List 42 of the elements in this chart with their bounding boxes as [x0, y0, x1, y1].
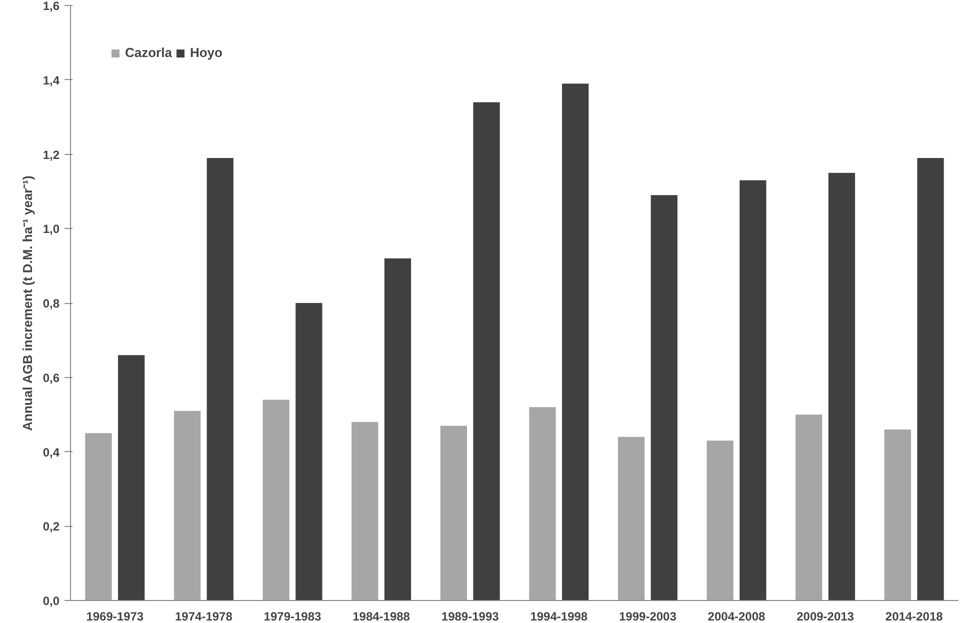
bar: [296, 303, 322, 600]
x-tick-label: 1974-1978: [175, 610, 233, 623]
legend-label: Cazorla: [125, 45, 172, 60]
bar: [440, 426, 467, 600]
y-axis-title: Annual AGB increment (t D.M. ha⁻¹ year⁻¹): [20, 176, 35, 431]
bar: [650, 195, 678, 600]
bar: [174, 410, 201, 600]
bar: [740, 180, 766, 600]
bar: [562, 84, 589, 600]
legend-label: Hoyo: [190, 45, 222, 60]
bar: [262, 400, 290, 600]
bar: [384, 258, 412, 600]
bar: [618, 436, 645, 600]
bar: [884, 429, 911, 600]
bar: [118, 355, 145, 600]
bar: [473, 102, 500, 600]
x-tick-label: 2009-2013: [796, 610, 854, 623]
y-tick-label: 1,0: [42, 222, 60, 236]
x-tick-label: 2004-2008: [708, 610, 766, 623]
bar: [828, 172, 856, 600]
bar: [917, 158, 944, 600]
x-tick-label: 1989-1993: [441, 610, 500, 623]
y-tick-label: 0,4: [42, 445, 60, 460]
y-tick-label: 1,4: [42, 73, 60, 88]
x-tick-label: 1984-1988: [352, 610, 410, 623]
x-tick-label: 1994-1998: [530, 610, 588, 623]
x-tick-label: 2014-2018: [885, 610, 944, 623]
y-tick-label: 0,8: [42, 296, 60, 310]
bar: [796, 414, 822, 600]
y-tick-label: 0,0: [42, 594, 60, 608]
bar: [206, 158, 234, 600]
y-tick-label: 0,2: [42, 520, 60, 534]
bar: [529, 407, 556, 600]
x-tick-label: 1969-1973: [86, 610, 144, 623]
bar: [85, 433, 112, 600]
bar: [706, 440, 734, 600]
y-tick-label: 1,6: [42, 0, 60, 13]
x-tick-label: 1979-1983: [264, 610, 322, 623]
bar: [352, 422, 378, 600]
y-tick-label: 1,2: [42, 148, 60, 162]
y-tick-label: 0,6: [42, 370, 60, 385]
x-tick-label: 1999-2003: [619, 610, 677, 623]
